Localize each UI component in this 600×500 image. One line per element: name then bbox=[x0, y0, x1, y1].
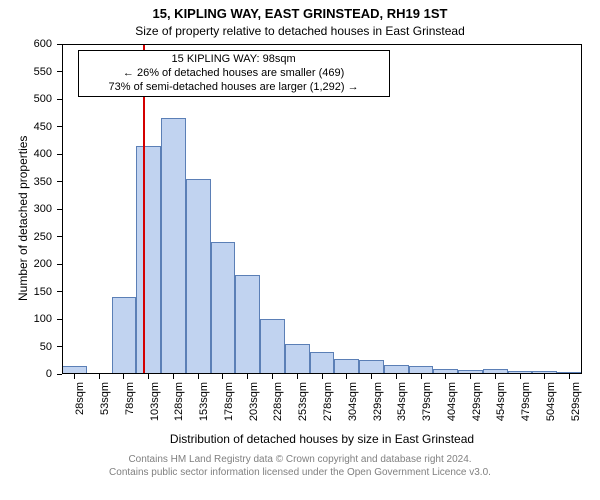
histogram-bar bbox=[211, 242, 236, 374]
x-tick-mark bbox=[297, 374, 298, 379]
x-tick-mark bbox=[173, 374, 174, 379]
y-tick-label: 100 bbox=[0, 313, 52, 325]
x-tick-mark bbox=[396, 374, 397, 379]
histogram-bar bbox=[136, 146, 161, 374]
x-tick-mark bbox=[495, 374, 496, 379]
histogram-bar bbox=[161, 118, 186, 374]
x-tick-mark bbox=[569, 374, 570, 379]
attribution-line-1: Contains HM Land Registry data © Crown c… bbox=[0, 454, 600, 467]
x-axis-label: Distribution of detached houses by size … bbox=[62, 432, 582, 446]
x-tick-mark bbox=[322, 374, 323, 379]
y-tick-label: 550 bbox=[0, 66, 52, 78]
y-tick-mark bbox=[57, 374, 62, 375]
annotation-line-3: 73% of semi-detached houses are larger (… bbox=[83, 81, 385, 95]
chart-title-main: 15, KIPLING WAY, EAST GRINSTEAD, RH19 1S… bbox=[0, 6, 600, 21]
y-tick-mark bbox=[57, 99, 62, 100]
histogram-bar bbox=[235, 275, 260, 374]
histogram-bar bbox=[359, 360, 384, 374]
y-tick-mark bbox=[57, 209, 62, 210]
attribution-line-2: Contains public sector information licen… bbox=[0, 467, 600, 480]
y-tick-mark bbox=[57, 126, 62, 127]
x-tick-mark bbox=[198, 374, 199, 379]
histogram-bar bbox=[310, 352, 335, 374]
annotation-line-2: ← 26% of detached houses are smaller (46… bbox=[83, 67, 385, 81]
x-tick-mark bbox=[544, 374, 545, 379]
y-tick-mark bbox=[57, 346, 62, 347]
annotation-box: 15 KIPLING WAY: 98sqm ← 26% of detached … bbox=[78, 50, 390, 97]
y-tick-mark bbox=[57, 264, 62, 265]
plot-area: 15 KIPLING WAY: 98sqm ← 26% of detached … bbox=[62, 44, 582, 374]
y-tick-mark bbox=[57, 44, 62, 45]
y-axis-label: Number of detached properties bbox=[16, 136, 30, 301]
x-tick-mark bbox=[346, 374, 347, 379]
y-tick-mark bbox=[57, 154, 62, 155]
y-tick-mark bbox=[57, 71, 62, 72]
histogram-bar bbox=[62, 366, 87, 374]
y-tick-mark bbox=[57, 319, 62, 320]
x-tick-mark bbox=[445, 374, 446, 379]
y-tick-label: 0 bbox=[0, 368, 52, 380]
y-tick-label: 450 bbox=[0, 121, 52, 133]
y-tick-label: 500 bbox=[0, 93, 52, 105]
x-tick-mark bbox=[148, 374, 149, 379]
x-tick-mark bbox=[74, 374, 75, 379]
x-tick-mark bbox=[99, 374, 100, 379]
histogram-bar bbox=[334, 359, 359, 374]
x-tick-mark bbox=[222, 374, 223, 379]
y-tick-mark bbox=[57, 236, 62, 237]
x-tick-mark bbox=[470, 374, 471, 379]
histogram-bar bbox=[285, 344, 310, 374]
chart-container: { "title_main": "15, KIPLING WAY, EAST G… bbox=[0, 0, 600, 500]
y-tick-mark bbox=[57, 181, 62, 182]
x-tick-mark bbox=[123, 374, 124, 379]
x-tick-mark bbox=[421, 374, 422, 379]
histogram-bar bbox=[409, 366, 434, 374]
histogram-bar bbox=[260, 319, 285, 374]
y-tick-mark bbox=[57, 291, 62, 292]
x-tick-mark bbox=[520, 374, 521, 379]
y-tick-label: 50 bbox=[0, 341, 52, 353]
histogram-bar bbox=[384, 365, 409, 374]
x-tick-mark bbox=[272, 374, 273, 379]
histogram-bar bbox=[186, 179, 211, 374]
histogram-bar bbox=[112, 297, 137, 374]
chart-title-sub: Size of property relative to detached ho… bbox=[0, 24, 600, 38]
annotation-line-1: 15 KIPLING WAY: 98sqm bbox=[83, 53, 385, 67]
x-tick-mark bbox=[371, 374, 372, 379]
x-tick-mark bbox=[247, 374, 248, 379]
y-tick-label: 600 bbox=[0, 38, 52, 50]
attribution-text: Contains HM Land Registry data © Crown c… bbox=[0, 454, 600, 479]
